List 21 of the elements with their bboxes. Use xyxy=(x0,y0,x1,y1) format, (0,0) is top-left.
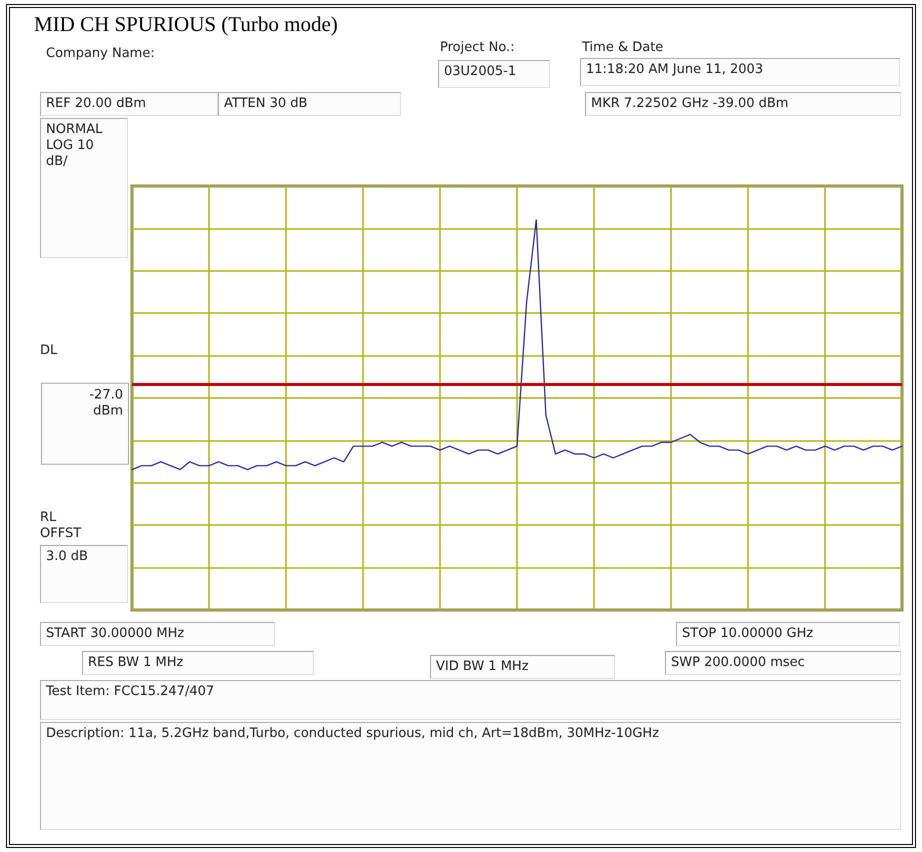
text: RL OFFST xyxy=(40,510,82,542)
text: NORMAL LOG 10 dB/ xyxy=(40,118,128,258)
ref-line-label: -27.0 dBm xyxy=(89,387,123,418)
text: STOP 10.00000 GHz xyxy=(676,622,900,646)
text: START 30.00000 MHz xyxy=(40,622,275,646)
text: VID BW 1 MHz xyxy=(430,655,615,679)
text: 03U2005-1 xyxy=(438,60,550,88)
text: Time & Date xyxy=(582,40,664,56)
text: MKR 7.22502 GHz -39.00 dBm xyxy=(585,92,901,116)
text: 3.0 dB xyxy=(40,545,128,603)
chart-title: MID CH SPURIOUS (Turbo mode) xyxy=(34,12,338,37)
text: DL xyxy=(40,343,58,359)
text: REF 20.00 dBm xyxy=(40,92,218,116)
text: 11:18:20 AM June 11, 2003 xyxy=(580,58,900,86)
text: RES BW 1 MHz xyxy=(82,651,314,675)
text: Company Name: xyxy=(46,46,155,62)
text: Test Item: FCC15.247/407 xyxy=(40,680,901,720)
text: SWP 200.0000 msec xyxy=(665,651,901,675)
text: Project No.: xyxy=(440,40,515,56)
text: Description: 11a, 5.2GHz band,Turbo, conducted spurious, mid ch, Art=18dBm, 30MHz-10GHz xyxy=(40,722,901,830)
text: ATTEN 30 dB xyxy=(218,92,401,116)
